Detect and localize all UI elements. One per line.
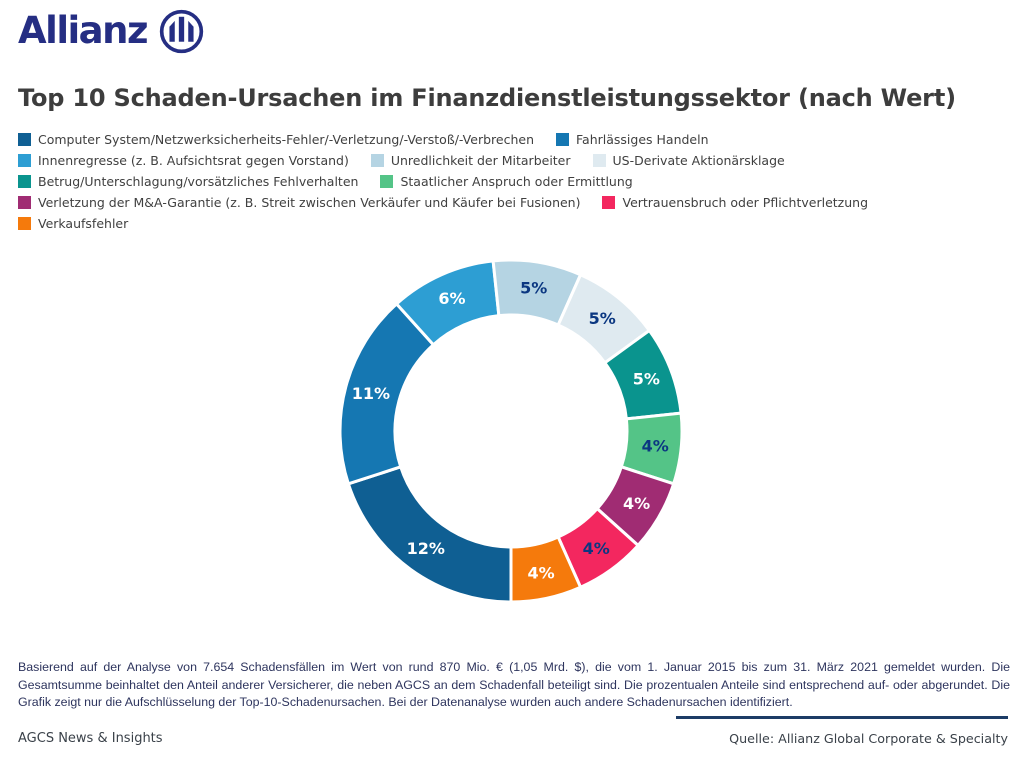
legend-item: US-Derivate Aktionärsklage: [592, 153, 785, 168]
legend-swatch-icon: [18, 154, 31, 167]
legend-label: Fahrlässiges Handeln: [576, 132, 709, 147]
page-title: Top 10 Schaden-Ursachen im Finanzdienstl…: [18, 84, 956, 112]
legend-swatch-icon: [18, 217, 31, 230]
legend-label: Computer System/Netzwerksicherheits-Fehl…: [38, 132, 534, 147]
legend-row: Innenregresse (z. B. Aufsichtsrat gegen …: [18, 153, 868, 168]
legend-item: Staatlicher Anspruch oder Ermittlung: [380, 174, 633, 189]
legend-label: Betrug/Unterschlagung/vorsätzliches Fehl…: [38, 174, 359, 189]
legend-row: Verletzung der M&A-Garantie (z. B. Strei…: [18, 195, 868, 210]
legend-label: Innenregresse (z. B. Aufsichtsrat gegen …: [38, 153, 349, 168]
legend-row: Verkaufsfehler: [18, 216, 868, 231]
allianz-emblem-icon: [159, 9, 204, 53]
legend-swatch-icon: [370, 154, 384, 167]
donut-segment: [509, 535, 583, 604]
legend-swatch-icon: [602, 196, 616, 209]
footer-brand-text: AGCS News & Insights: [18, 731, 163, 746]
donut-segment-label: 4%: [642, 437, 669, 456]
donut-segment-label: 4%: [528, 563, 555, 582]
legend-label: Unredlichkeit der Mitarbeiter: [390, 153, 571, 168]
legend-item: Innenregresse (z. B. Aufsichtsrat gegen …: [18, 153, 349, 168]
footer-source-text: Quelle: Allianz Global Corporate & Speci…: [729, 731, 1008, 746]
legend-swatch-icon: [18, 196, 31, 209]
donut-segment-label: 12%: [407, 539, 445, 558]
allianz-wordmark: Allianz: [18, 9, 149, 52]
chart-legend: Computer System/Netzwerksicherheits-Fehl…: [18, 132, 868, 231]
legend-item: Unredlichkeit der Mitarbeiter: [370, 153, 571, 168]
legend-label: Verkaufsfehler: [38, 216, 129, 231]
donut-segment-label: 4%: [583, 539, 610, 558]
donut-chart: 12% 11% 6% 5% 5% 5% 4% 4% 4% 4%: [338, 258, 684, 604]
legend-swatch-icon: [592, 154, 606, 167]
legend-item: Betrug/Unterschlagung/vorsätzliches Fehl…: [18, 174, 358, 189]
donut-segment-label: 5%: [589, 309, 616, 328]
donut-segment-label: 6%: [438, 289, 465, 308]
legend-label: Verletzung der M&A-Garantie (z. B. Strei…: [38, 195, 581, 210]
donut-segment-label: 4%: [623, 494, 650, 513]
legend-swatch-icon: [380, 175, 394, 188]
source-divider: [676, 716, 1008, 719]
legend-label: US-Derivate Aktionärsklage: [612, 153, 785, 168]
donut-segment: [346, 465, 513, 604]
legend-item: Fahrlässiges Handeln: [556, 132, 709, 147]
legend-label: Vertrauensbruch oder Pflichtverletzung: [622, 195, 869, 210]
legend-item: Computer System/Netzwerksicherheits-Fehl…: [18, 132, 534, 147]
legend-row: Computer System/Netzwerksicherheits-Fehl…: [18, 132, 868, 147]
donut-segment-label: 11%: [352, 384, 390, 403]
legend-item: Verkaufsfehler: [18, 216, 128, 231]
allianz-logo: Allianz: [18, 7, 205, 55]
legend-swatch-icon: [556, 133, 569, 146]
donut-segment-label: 5%: [633, 370, 660, 389]
donut-segment-label: 5%: [520, 278, 547, 297]
legend-item: Verletzung der M&A-Garantie (z. B. Strei…: [18, 195, 580, 210]
legend-swatch-icon: [18, 133, 31, 146]
legend-label: Staatlicher Anspruch oder Ermittlung: [400, 174, 633, 189]
legend-row: Betrug/Unterschlagung/vorsätzliches Fehl…: [18, 174, 868, 189]
legend-swatch-icon: [18, 175, 31, 188]
legend-item: Vertrauensbruch oder Pflichtverletzung: [602, 195, 868, 210]
footnote: Basierend auf der Analyse von 7.654 Scha…: [18, 660, 1010, 709]
